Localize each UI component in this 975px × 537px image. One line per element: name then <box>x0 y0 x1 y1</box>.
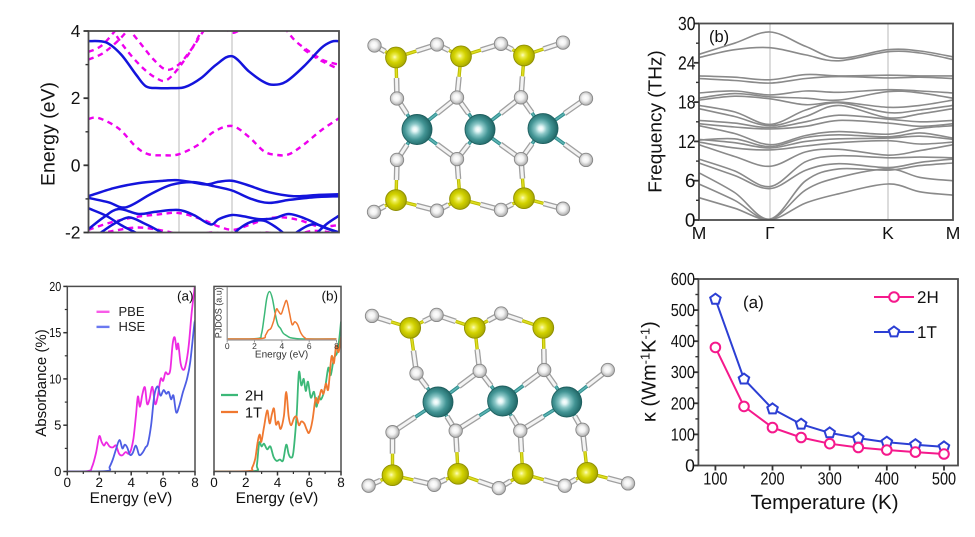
svg-text:0: 0 <box>685 456 695 476</box>
svg-text:10: 10 <box>49 371 61 386</box>
svg-text:18: 18 <box>678 93 696 114</box>
svg-text:K: K <box>882 223 894 243</box>
svg-text:6: 6 <box>307 341 312 351</box>
svg-text:Energy (eV): Energy (eV) <box>90 490 173 507</box>
svg-text:300: 300 <box>818 469 842 489</box>
svg-text:0: 0 <box>54 464 61 479</box>
svg-text:(a): (a) <box>743 293 764 312</box>
svg-text:500: 500 <box>671 300 695 320</box>
svg-text:Γ: Γ <box>765 223 775 243</box>
svg-text:2H: 2H <box>917 288 939 307</box>
svg-text:2: 2 <box>252 341 257 351</box>
svg-text:200: 200 <box>671 393 695 413</box>
svg-text:2: 2 <box>71 88 81 108</box>
svg-text:κ (Wm-1K-1): κ (Wm-1K-1) <box>638 321 661 422</box>
svg-text:100: 100 <box>671 424 695 444</box>
svg-text:(b): (b) <box>322 289 339 304</box>
svg-text:0: 0 <box>210 475 218 490</box>
svg-text:6: 6 <box>685 171 696 192</box>
svg-text:1T: 1T <box>917 323 937 342</box>
svg-text:2H: 2H <box>245 389 264 405</box>
svg-text:8: 8 <box>337 475 345 490</box>
svg-text:8: 8 <box>334 341 339 351</box>
svg-text:1T: 1T <box>245 406 262 422</box>
svg-text:300: 300 <box>671 362 695 382</box>
svg-text:400: 400 <box>875 469 899 489</box>
svg-text:Energy (eV): Energy (eV) <box>236 490 319 507</box>
svg-text:4: 4 <box>280 341 285 351</box>
svg-text:Energy (eV): Energy (eV) <box>255 350 308 361</box>
svg-text:400: 400 <box>671 331 695 351</box>
svg-text:(a): (a) <box>177 289 194 304</box>
svg-text:15: 15 <box>49 325 61 340</box>
svg-text:(b): (b) <box>709 28 729 46</box>
svg-text:600: 600 <box>671 269 695 289</box>
svg-text:Frequency (THz): Frequency (THz) <box>646 50 667 193</box>
svg-text:100: 100 <box>703 469 727 489</box>
svg-text:12: 12 <box>678 132 696 153</box>
svg-text:Temperature (K): Temperature (K) <box>750 491 898 514</box>
svg-text:Energy (eV): Energy (eV) <box>38 82 60 186</box>
svg-text:0: 0 <box>71 155 81 175</box>
svg-text:4: 4 <box>274 475 282 490</box>
svg-text:HSE: HSE <box>119 319 146 334</box>
svg-text:6: 6 <box>305 475 313 490</box>
svg-text:30: 30 <box>678 14 696 35</box>
svg-text:0: 0 <box>225 341 230 351</box>
svg-text:6: 6 <box>159 475 167 490</box>
svg-text:4: 4 <box>127 475 135 490</box>
svg-text:2: 2 <box>242 475 250 490</box>
svg-text:Absorbance (%): Absorbance (%) <box>33 329 50 437</box>
svg-text:0: 0 <box>64 475 72 490</box>
svg-text:-2: -2 <box>65 223 81 243</box>
svg-text:4: 4 <box>71 21 81 41</box>
svg-text:20: 20 <box>49 279 61 294</box>
svg-text:5: 5 <box>54 418 61 433</box>
svg-text:PBE: PBE <box>119 304 145 319</box>
svg-text:8: 8 <box>191 475 199 490</box>
svg-text:500: 500 <box>932 469 956 489</box>
svg-text:M: M <box>692 223 707 243</box>
svg-text:24: 24 <box>678 53 696 74</box>
svg-text:0: 0 <box>685 211 696 232</box>
svg-text:200: 200 <box>760 469 784 489</box>
svg-text:M: M <box>946 223 961 243</box>
svg-text:PJDOS (a.u): PJDOS (a.u) <box>214 287 224 338</box>
svg-text:2: 2 <box>95 475 103 490</box>
